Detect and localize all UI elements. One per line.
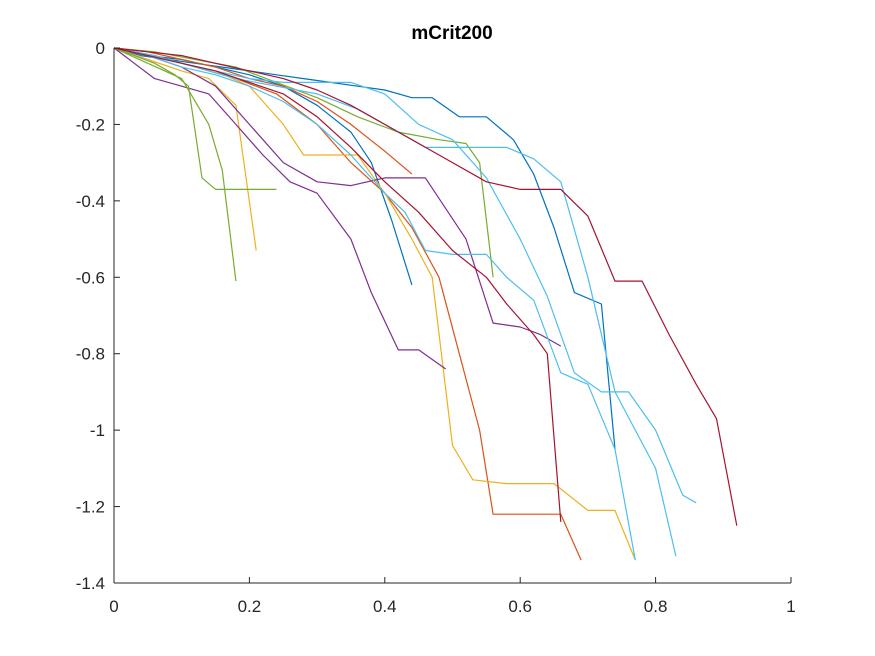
x-tick-label: 0.6: [508, 597, 532, 616]
y-tick-label: -0.4: [76, 192, 105, 211]
series-line: [113, 47, 277, 190]
y-tick-label: -0.2: [76, 115, 105, 134]
axes-layer: [113, 48, 791, 584]
x-tick-label: 0.8: [644, 597, 668, 616]
series-layer: [113, 47, 738, 561]
y-tick-label: 0: [96, 39, 105, 58]
series-line: [113, 47, 494, 278]
series-line: [113, 47, 677, 557]
y-tick-label: -0.8: [76, 345, 105, 364]
series-line: [113, 47, 562, 347]
x-tick-label: 0.2: [238, 597, 262, 616]
y-ticks: 0 -0.2 -0.4 -0.6 -0.8 -1 -1.2 -1.4: [76, 39, 120, 593]
series-line: [113, 47, 562, 522]
y-tick-label: -1.2: [76, 498, 105, 517]
chart-title: mCrit200: [411, 23, 492, 44]
x-tick-label: 0.4: [373, 597, 397, 616]
x-ticks: 0 0.2 0.4 0.6 0.8 1: [109, 577, 796, 616]
series-line: [113, 47, 413, 175]
series-line: [113, 47, 738, 526]
y-tick-label: -0.6: [76, 268, 105, 287]
series-line: [113, 47, 447, 370]
x-tick-label: 1: [786, 597, 795, 616]
series-line: [113, 47, 237, 282]
y-tick-label: -1: [90, 421, 105, 440]
y-tick-label: -1.4: [76, 574, 105, 593]
series-line: [113, 47, 636, 561]
x-tick-label: 0: [109, 597, 118, 616]
